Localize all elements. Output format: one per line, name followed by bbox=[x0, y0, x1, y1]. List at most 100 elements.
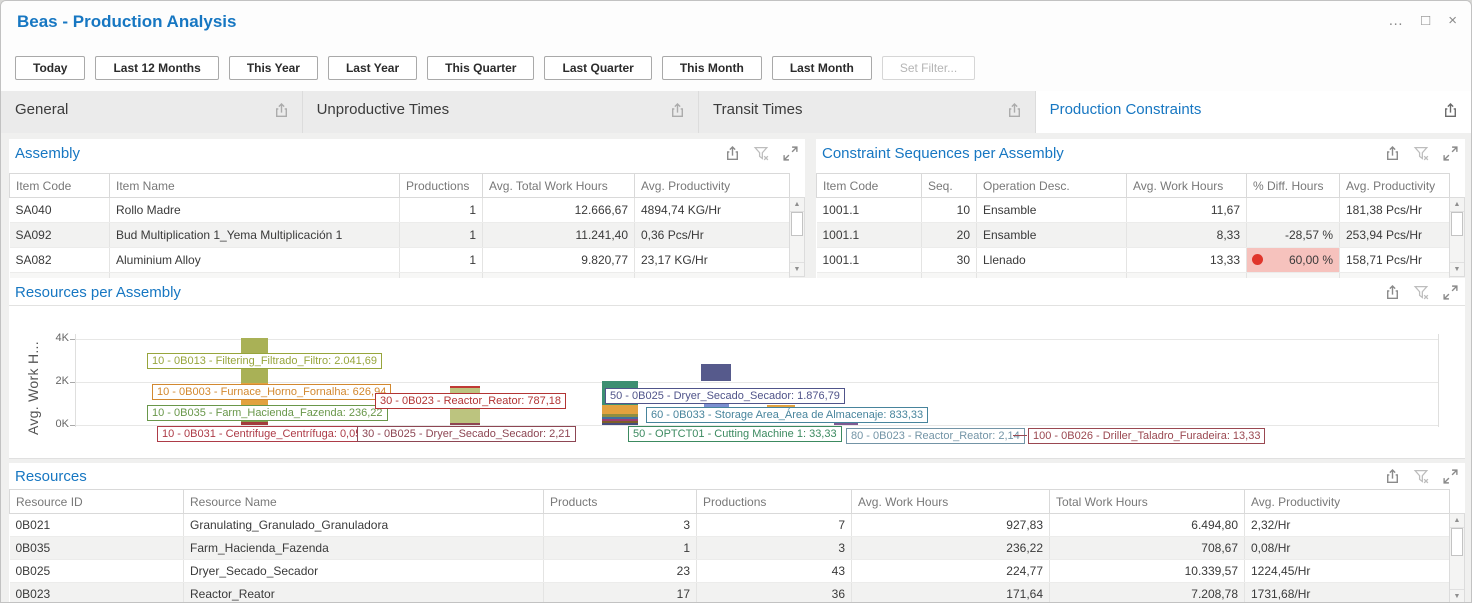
table-row[interactable]: 0B023 Reactor_Reator 17 36 171,64 7.208,78 173… bbox=[9, 582, 1450, 602]
filter-button-this-year[interactable]: This Year bbox=[228, 56, 318, 80]
table-cell: 1001.1 bbox=[816, 197, 922, 223]
table-cell: 1001.1 bbox=[816, 247, 922, 273]
filter-button-last-quarter[interactable]: Last Quarter bbox=[544, 56, 652, 80]
maximize-icon[interactable] bbox=[1442, 468, 1459, 485]
table-cell: 9.820,77 bbox=[482, 247, 635, 273]
scrollbar-thumb[interactable] bbox=[791, 212, 803, 236]
column-header-operation-desc[interactable]: Operation Desc. bbox=[976, 173, 1127, 198]
table-row[interactable]: 0B021 Granulating_Granulado_Granuladora 3 7… bbox=[9, 513, 1450, 537]
filter-button-last-month[interactable]: Last Month bbox=[771, 56, 872, 80]
export-icon[interactable] bbox=[1384, 145, 1401, 162]
export-icon[interactable] bbox=[669, 102, 686, 119]
filter-button-this-month[interactable]: This Month bbox=[661, 56, 762, 80]
table-cell: Granulating_Granulado_Granuladora bbox=[183, 513, 544, 537]
export-icon[interactable] bbox=[1384, 284, 1401, 301]
maximize-icon[interactable] bbox=[782, 145, 799, 162]
table-cell: 181,38 Pcs/Hr bbox=[1339, 197, 1450, 223]
filter-button-this-quarter[interactable]: This Quarter bbox=[427, 56, 535, 80]
resources-scrollbar[interactable]: ▲ ▼ bbox=[1449, 513, 1465, 602]
arrow-up-icon[interactable]: ▲ bbox=[1450, 514, 1464, 528]
export-icon[interactable] bbox=[1442, 102, 1459, 119]
arrow-down-icon[interactable]: ▼ bbox=[790, 262, 804, 276]
column-header-seq[interactable]: Seq. bbox=[921, 173, 977, 198]
table-cell bbox=[1246, 272, 1340, 278]
column-header-avg-work-hours[interactable]: Avg. Work Hours bbox=[1126, 173, 1247, 198]
table-cell: 20 bbox=[921, 222, 977, 248]
column-header-avg-total-work-hours[interactable]: Avg. Total Work Hours bbox=[482, 173, 635, 198]
arrow-down-icon[interactable]: ▼ bbox=[1450, 262, 1464, 276]
scrollbar-thumb[interactable] bbox=[1451, 528, 1463, 556]
table-cell: 2,32/Hr bbox=[1244, 513, 1450, 537]
column-header-item-name[interactable]: Item Name bbox=[109, 173, 400, 198]
clear-filter-icon[interactable] bbox=[1413, 284, 1430, 301]
table-cell: Rollo Madre bbox=[109, 197, 400, 223]
table-cell: 60,00 % bbox=[1246, 247, 1340, 273]
clear-filter-icon[interactable] bbox=[1413, 468, 1430, 485]
tab-general[interactable]: General bbox=[1, 91, 303, 133]
table-row[interactable]: SA092 Bud Multiplication 1_Yema Multiplic… bbox=[9, 222, 790, 248]
export-icon[interactable] bbox=[1384, 468, 1401, 485]
column-header-products[interactable]: Products bbox=[543, 489, 697, 514]
table-cell: 30 bbox=[921, 247, 977, 273]
table-cell: 0B023 bbox=[9, 582, 184, 602]
table-row[interactable]: 1001.1 30 Llenado 13,33 60,00 % 158,71 Pcs/Hr bbox=[816, 247, 1450, 273]
export-icon[interactable] bbox=[1006, 102, 1023, 119]
table-row[interactable]: 1001.1 20 Ensamble 8,33 -28,57 % 253,94 Pcs/H… bbox=[816, 222, 1450, 248]
window-controls: … □ × bbox=[1388, 9, 1457, 33]
table-cell: 171,64 bbox=[851, 582, 1050, 602]
table-cell: Dryer_Secado_Secador bbox=[183, 559, 544, 583]
table-cell: 11,67 bbox=[1126, 197, 1247, 223]
filter-button-last-12-months[interactable]: Last 12 Months bbox=[95, 56, 219, 80]
window-title: Beas - Production Analysis bbox=[17, 12, 237, 31]
export-icon[interactable] bbox=[273, 102, 290, 119]
close-icon[interactable]: × bbox=[1448, 12, 1457, 29]
table-row[interactable]: 1001.1 10 Ensamble 11,67 181,38 Pcs/Hr bbox=[816, 197, 1450, 223]
table-cell: 1001.1 bbox=[816, 222, 922, 248]
table-row[interactable]: SA082 Aluminium Alloy 1 9.820,77 23,17 KG/Hr bbox=[9, 247, 790, 273]
table-cell: SA082 bbox=[9, 247, 110, 273]
column-header-avg-work-hours[interactable]: Avg. Work Hours bbox=[851, 489, 1050, 514]
maximize-icon[interactable] bbox=[1442, 145, 1459, 162]
column-header-diff-hours[interactable]: % Diff. Hours bbox=[1246, 173, 1340, 198]
column-header-productions[interactable]: Productions bbox=[696, 489, 852, 514]
filter-button-last-year[interactable]: Last Year bbox=[327, 56, 418, 80]
column-header-total-work-hours[interactable]: Total Work Hours bbox=[1049, 489, 1245, 514]
column-header-avg-productivity[interactable]: Avg. Productivity bbox=[1339, 173, 1450, 198]
arrow-up-icon[interactable]: ▲ bbox=[1450, 198, 1464, 212]
table-cell: 236,22 bbox=[851, 536, 1050, 560]
assembly-scrollbar[interactable]: ▲ ▼ bbox=[789, 197, 805, 277]
table-cell: 7.208,78 bbox=[1049, 582, 1245, 602]
more-icon[interactable]: … bbox=[1388, 12, 1404, 29]
column-header-resource-id[interactable]: Resource ID bbox=[9, 489, 184, 514]
column-header-productions[interactable]: Productions bbox=[399, 173, 483, 198]
table-cell: 11.241,40 bbox=[482, 222, 635, 248]
arrow-up-icon[interactable]: ▲ bbox=[790, 198, 804, 212]
filter-button-today[interactable]: Today bbox=[15, 56, 86, 80]
constraints-table: Item Code Seq. Operation Desc. Avg. Work Ho… bbox=[816, 173, 1450, 278]
table-cell bbox=[1339, 272, 1450, 278]
column-header-avg-productivity[interactable]: Avg. Productivity bbox=[1244, 489, 1450, 514]
arrow-down-icon[interactable]: ▼ bbox=[1450, 589, 1464, 602]
tab-production-constraints[interactable]: Production Constraints bbox=[1035, 91, 1471, 133]
clear-filter-icon[interactable] bbox=[753, 145, 770, 162]
table-row[interactable]: SA040 Rollo Madre 1 12.666,67 4894,74 KG/Hr bbox=[9, 197, 790, 223]
column-header-avg-productivity[interactable]: Avg. Productivity bbox=[634, 173, 790, 198]
constraints-scrollbar[interactable]: ▲ ▼ bbox=[1449, 197, 1465, 277]
clear-filter-icon[interactable] bbox=[1413, 145, 1430, 162]
maximize-window-icon[interactable]: □ bbox=[1421, 12, 1431, 29]
scrollbar-thumb[interactable] bbox=[1451, 212, 1463, 236]
tab-label: General bbox=[15, 101, 69, 118]
table-row[interactable]: 0B035 Farm_Hacienda_Fazenda 1 3 236,22 708,67… bbox=[9, 536, 1450, 560]
maximize-icon[interactable] bbox=[1442, 284, 1459, 301]
table-cell: 1 bbox=[399, 222, 483, 248]
tab-unproductive-times[interactable]: Unproductive Times bbox=[302, 91, 700, 133]
tab-transit-times[interactable]: Transit Times bbox=[699, 91, 1036, 133]
table-row[interactable]: 0B025 Dryer_Secado_Secador 23 43 224,77 10.33… bbox=[9, 559, 1450, 583]
column-header-item-code[interactable]: Item Code bbox=[816, 173, 922, 198]
column-header-item-code[interactable]: Item Code bbox=[9, 173, 110, 198]
set-filter-button[interactable]: Set Filter... bbox=[881, 56, 976, 80]
export-icon[interactable] bbox=[724, 145, 741, 162]
table-cell: 158,71 Pcs/Hr bbox=[1339, 247, 1450, 273]
filter-button-group: Today Last 12 Months This Year Last Year Thi… bbox=[15, 56, 976, 80]
column-header-resource-name[interactable]: Resource Name bbox=[183, 489, 544, 514]
